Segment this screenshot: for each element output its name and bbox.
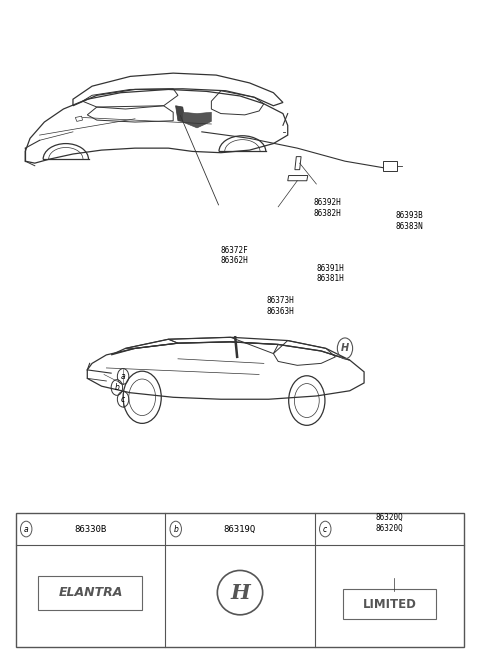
Text: c: c bbox=[121, 395, 125, 403]
Text: b: b bbox=[114, 383, 120, 392]
Text: 86320Q
86320Q: 86320Q 86320Q bbox=[376, 512, 403, 533]
Text: a: a bbox=[24, 525, 28, 534]
Text: ELANTRA: ELANTRA bbox=[58, 586, 123, 599]
Polygon shape bbox=[176, 105, 185, 122]
Text: H: H bbox=[230, 583, 250, 603]
Text: H: H bbox=[341, 343, 349, 353]
Text: 86373H
86363H: 86373H 86363H bbox=[266, 296, 294, 316]
Text: 86391H
86381H: 86391H 86381H bbox=[316, 263, 344, 283]
Text: b: b bbox=[173, 525, 178, 534]
Text: a: a bbox=[121, 372, 125, 381]
Text: 86392H
86382H: 86392H 86382H bbox=[314, 198, 342, 217]
Text: 86319Q: 86319Q bbox=[224, 525, 256, 534]
Text: c: c bbox=[323, 525, 327, 534]
Text: 86330B: 86330B bbox=[74, 525, 107, 534]
Text: LIMITED: LIMITED bbox=[362, 598, 417, 611]
Text: 86372F
86362H: 86372F 86362H bbox=[221, 246, 249, 265]
Text: 86393B
86383N: 86393B 86383N bbox=[395, 212, 423, 231]
Polygon shape bbox=[183, 112, 211, 128]
